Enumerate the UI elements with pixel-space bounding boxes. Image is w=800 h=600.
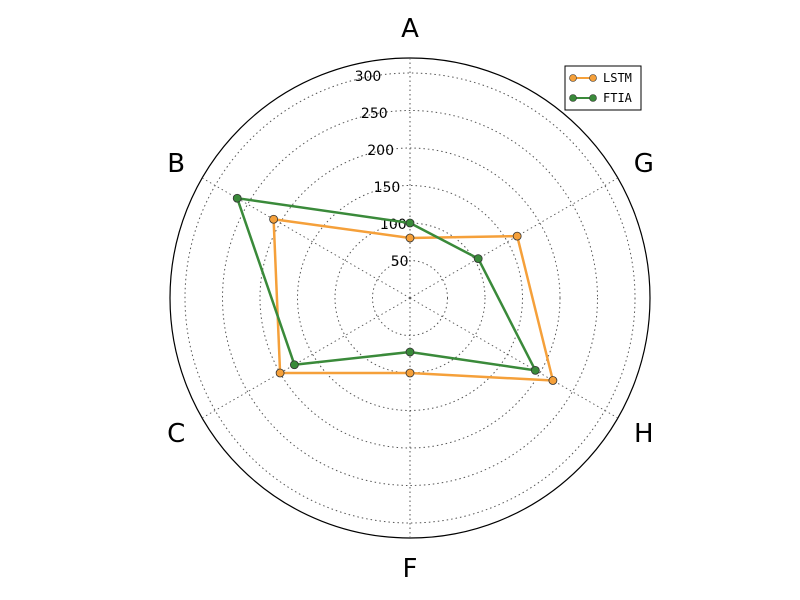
- axis-label-H: H: [634, 419, 654, 449]
- legend-label-ftia: FTIA: [603, 91, 633, 105]
- tick-label-250: 250: [361, 106, 388, 122]
- spoke-H: [409, 297, 619, 419]
- legend-marker: [589, 94, 597, 102]
- legend-item-ftia: FTIA: [569, 91, 633, 105]
- series-layer: [232, 193, 558, 385]
- point-ftia-G: [473, 254, 483, 264]
- legend-marker: [589, 74, 597, 82]
- tick-label-150: 150: [374, 180, 401, 196]
- legend-label-lstm: LSTM: [603, 71, 632, 85]
- tick-label-200: 200: [367, 143, 394, 159]
- point-ftia-H: [530, 365, 540, 375]
- point-lstm-C: [275, 368, 285, 378]
- axis-label-B: B: [167, 149, 185, 179]
- point-lstm-F: [405, 368, 415, 378]
- point-lstm-A: [405, 233, 415, 243]
- series-ftia: [232, 193, 540, 375]
- radar-spokes: [201, 58, 619, 538]
- axis-labels: A B C F H G: [167, 14, 654, 584]
- legend: LSTM FTIA: [564, 65, 642, 111]
- tick-label-300: 300: [355, 69, 382, 85]
- legend-marker: [569, 74, 577, 82]
- tick-label-50: 50: [391, 254, 409, 270]
- legend-item-lstm: LSTM: [569, 71, 632, 85]
- axis-label-A: A: [401, 14, 419, 44]
- point-ftia-C: [289, 360, 299, 370]
- axis-label-G: G: [634, 149, 654, 179]
- axis-label-C: C: [167, 419, 185, 449]
- grid-ring-300: [184, 72, 636, 524]
- spoke-C: [201, 297, 411, 419]
- point-ftia-F: [405, 347, 415, 357]
- axis-label-F: F: [403, 554, 418, 584]
- grid-ring-250: [222, 110, 598, 486]
- legend-marker: [569, 94, 577, 102]
- point-lstm-G: [512, 231, 522, 241]
- point-lstm-B: [269, 214, 279, 224]
- legend-box: [564, 65, 642, 111]
- point-lstm-H: [548, 376, 558, 385]
- point-ftia-B: [232, 193, 242, 203]
- series-lstm: [269, 214, 558, 385]
- point-ftia-A: [405, 218, 415, 228]
